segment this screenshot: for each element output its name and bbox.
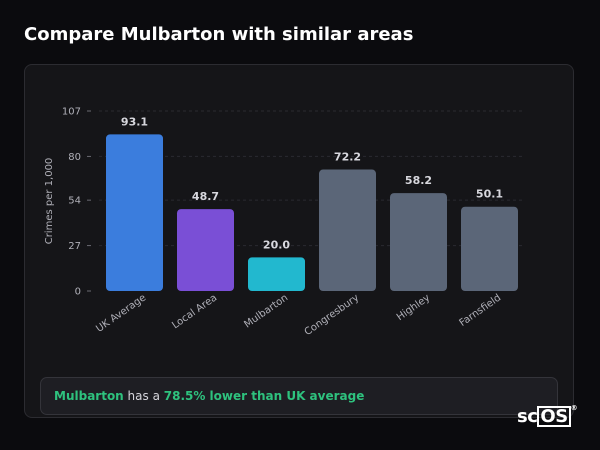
bar-value-label: 93.1 — [121, 115, 148, 128]
bar-highley[interactable] — [390, 193, 447, 291]
logo-prefix: sc — [517, 406, 538, 427]
y-tick-label: 0 — [75, 287, 81, 298]
summary-highlight: 78.5% lower than UK average — [163, 389, 365, 403]
x-tick-label: Congresbury — [303, 292, 362, 338]
logo-registered-mark: ® — [570, 404, 578, 412]
bar-mulbarton[interactable] — [248, 257, 305, 291]
summary-banner: Mulbarton has a 78.5% lower than UK aver… — [40, 377, 558, 415]
chart-card: Crimes per 1,000 0 27 54 80 107 93.1 UK Average… — [24, 64, 574, 418]
page-title: Compare Mulbarton with similar areas — [24, 24, 414, 45]
y-tick-label: 27 — [68, 241, 81, 252]
y-tick-label: 107 — [62, 107, 81, 118]
y-tick-label: 80 — [68, 152, 81, 163]
summary-area-name: Mulbarton — [54, 389, 124, 403]
bar-uk-average[interactable] — [106, 134, 163, 291]
x-tick-label: Farnsfield — [458, 292, 504, 329]
bar-congresbury[interactable] — [319, 169, 376, 291]
x-tick-label: Highley — [395, 292, 432, 323]
logo-boxed: OS — [537, 406, 571, 427]
x-tick-label: Local Area — [170, 292, 219, 331]
y-tick-label: 54 — [68, 196, 81, 207]
bar-value-label: 72.2 — [334, 151, 361, 164]
bar-value-label: 48.7 — [192, 190, 219, 203]
scos-logo: sc OS ® — [517, 404, 578, 427]
x-tick-label: Mulbarton — [242, 292, 290, 330]
bar-farnsfield[interactable] — [461, 206, 518, 291]
bar-value-label: 58.2 — [405, 174, 432, 187]
bar-value-label: 20.0 — [263, 238, 290, 251]
bar-value-label: 50.1 — [476, 188, 503, 201]
summary-text: has a — [123, 389, 164, 403]
x-tick-label: UK Average — [94, 292, 148, 334]
bar-chart: Crimes per 1,000 0 27 54 80 107 93.1 UK Average… — [44, 107, 525, 338]
y-axis-title: Crimes per 1,000 — [44, 158, 55, 245]
bar-local-area[interactable] — [177, 209, 234, 291]
